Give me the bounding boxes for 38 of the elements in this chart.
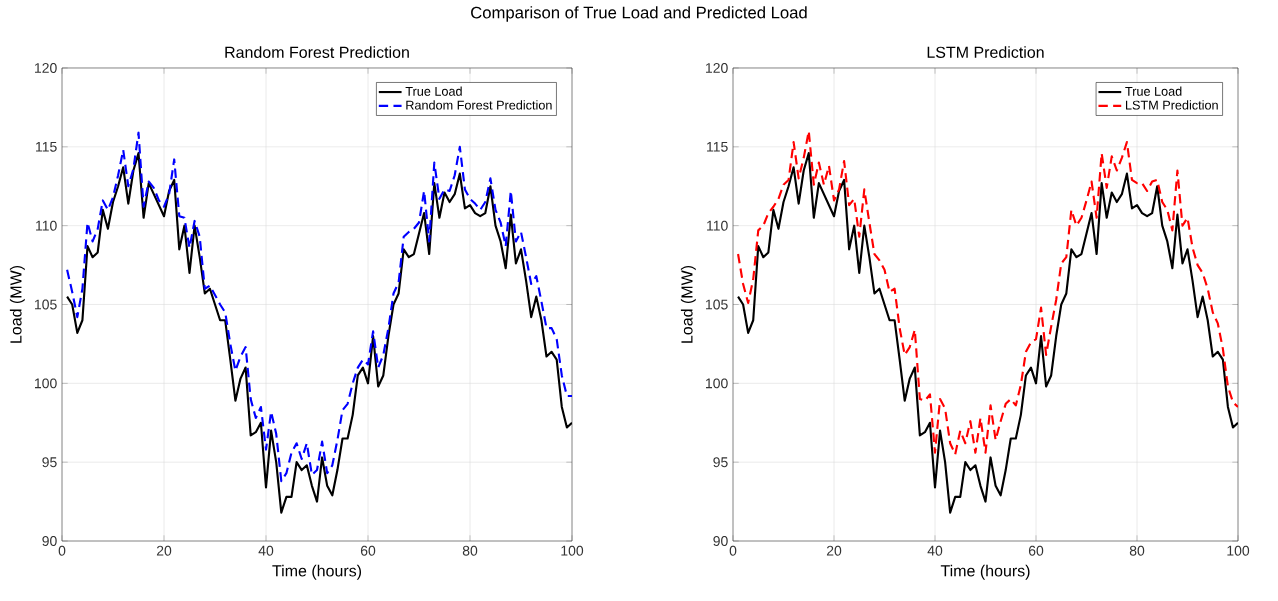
y-tick-label: 105 <box>35 299 57 310</box>
y-tick-label: 95 <box>713 457 728 468</box>
x-tick-label: 100 <box>1227 545 1250 556</box>
chart-title: Random Forest Prediction <box>225 46 409 58</box>
y-tick-label: 100 <box>35 378 57 389</box>
legend-label: True Load <box>405 86 462 96</box>
x-axis-title: Time (hours) <box>940 564 1030 580</box>
line-series <box>736 130 1239 456</box>
y-axis-title: Load (MW) <box>9 265 25 343</box>
y-tick-label: 110 <box>707 220 728 231</box>
chart-title: LSTM Prediction <box>927 46 1044 58</box>
y-tick-label: 90 <box>713 536 728 546</box>
x-tick-label: 40 <box>258 545 274 556</box>
x-tick-label: 60 <box>360 545 376 556</box>
y-axis-title: Load (MW) <box>680 265 696 343</box>
y-tick-label: 115 <box>36 141 57 152</box>
y-tick-label: 105 <box>706 299 728 310</box>
y-tick-label: 115 <box>707 141 728 152</box>
x-tick-label: 0 <box>729 545 737 556</box>
y-tick-label: 95 <box>42 457 57 468</box>
x-tick-label: 80 <box>462 545 478 556</box>
x-tick-label: 20 <box>826 545 842 556</box>
x-tick-label: 40 <box>927 545 943 556</box>
x-tick-label: 100 <box>561 545 584 556</box>
x-tick-label: 0 <box>58 545 66 556</box>
x-tick-label: 60 <box>1028 545 1044 556</box>
y-tick-label: 90 <box>42 536 57 546</box>
y-tick-label: 110 <box>36 220 57 231</box>
x-axis-title: Time (hours) <box>272 564 362 580</box>
y-tick-label: 120 <box>35 63 57 73</box>
x-tick-label: 80 <box>1129 545 1145 556</box>
y-tick-label: 120 <box>706 63 728 73</box>
text: Comparison of True Load and Predicted Load <box>471 6 807 22</box>
legend-label: LSTM Prediction <box>1126 100 1218 110</box>
x-tick-label: 20 <box>156 545 172 556</box>
legend-label: True Load <box>1125 86 1182 96</box>
y-tick-label: 100 <box>706 378 728 389</box>
legend-label: Random Forest Prediction <box>406 100 552 110</box>
